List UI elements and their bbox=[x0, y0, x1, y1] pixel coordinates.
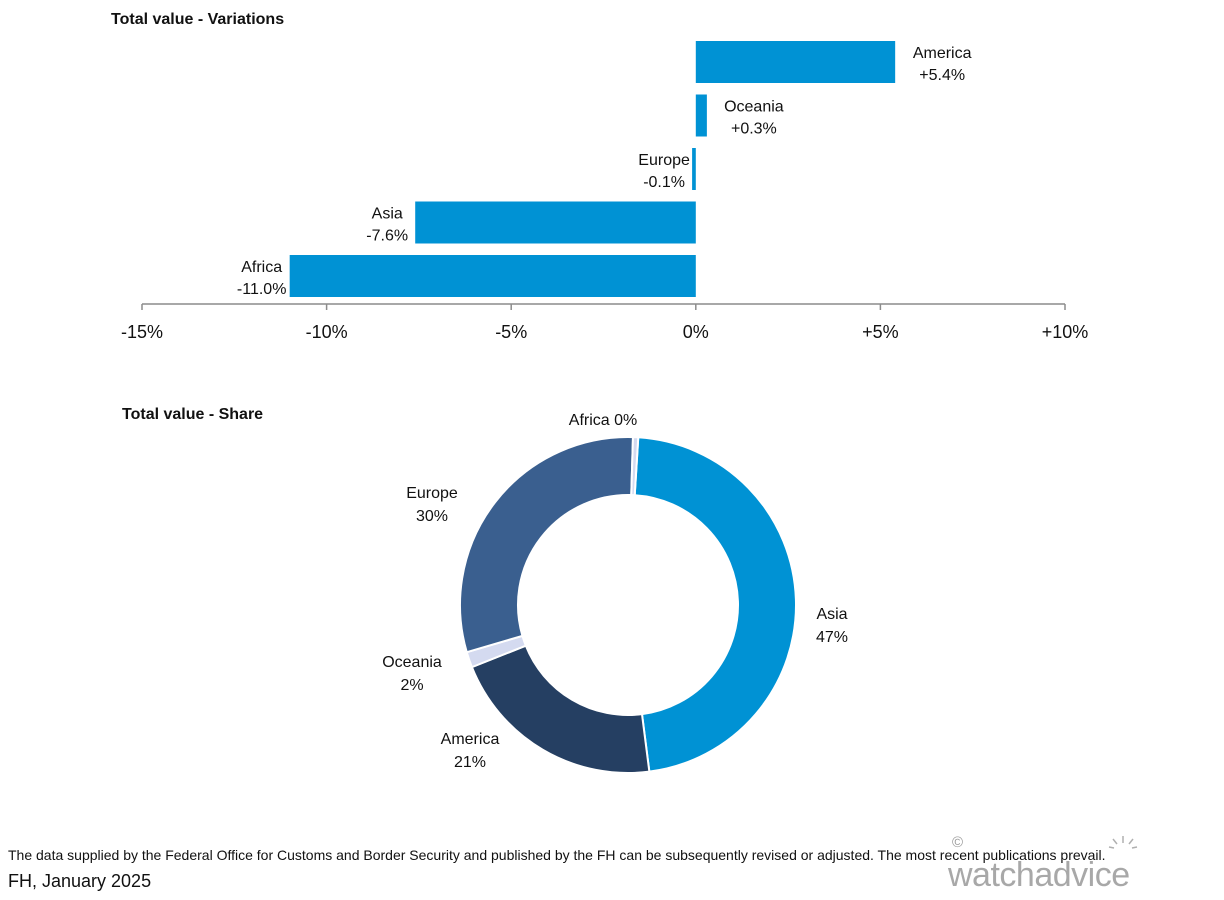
x-tick-label: -5% bbox=[495, 322, 527, 342]
bar-chart-title: Total value - Variations bbox=[111, 11, 285, 28]
donut-chart-title: Total value - Share bbox=[122, 406, 264, 423]
slice-value-label: 47% bbox=[816, 629, 848, 646]
variations-bar-chart: -15% -10% -5% 0% +5% +10% America +5.4% Oceania +… bbox=[121, 41, 1089, 342]
slice-category-label: Oceania bbox=[382, 654, 442, 671]
bar-africa bbox=[289, 255, 696, 297]
slice-value-label: 21% bbox=[454, 754, 486, 771]
bar-value-label: +5.4% bbox=[919, 67, 965, 84]
bar-category-label: Africa bbox=[241, 259, 282, 276]
bar-value-label: +0.3% bbox=[731, 121, 777, 138]
x-tick-label: -15% bbox=[121, 322, 163, 342]
slice-value-label: 2% bbox=[400, 677, 423, 694]
slice-africa bbox=[630, 436, 640, 497]
x-tick-label: -10% bbox=[306, 322, 348, 342]
x-tick-label: +10% bbox=[1042, 322, 1089, 342]
slice-value-label: 30% bbox=[416, 508, 448, 525]
bar-america bbox=[695, 41, 896, 83]
bar-europe bbox=[692, 148, 696, 190]
x-tick-label: 0% bbox=[683, 322, 709, 342]
slice-label: Africa 0% bbox=[569, 412, 637, 429]
share-donut-chart: Asia 47% America 21% Oceania 2% Europe 30% Afric… bbox=[382, 412, 848, 774]
bar-category-label: America bbox=[913, 45, 972, 62]
slice-category-label: America bbox=[441, 731, 500, 748]
slice-category-label: Asia bbox=[816, 606, 847, 623]
bar-asia bbox=[415, 201, 696, 244]
logo-rays-icon bbox=[1108, 836, 1138, 849]
bar-oceania bbox=[695, 94, 707, 137]
slice-asia bbox=[633, 436, 797, 773]
bar-value-label: -0.1% bbox=[643, 174, 685, 191]
bar-value-label: -7.6% bbox=[366, 228, 408, 245]
slice-category-label: Europe bbox=[406, 485, 458, 502]
bar-category-label: Asia bbox=[372, 206, 403, 223]
bar-value-label: -11.0% bbox=[237, 281, 287, 298]
slice-europe bbox=[459, 436, 635, 654]
slice-america bbox=[470, 644, 651, 774]
x-tick-label: +5% bbox=[862, 322, 899, 342]
bar-category-label: Europe bbox=[638, 152, 690, 169]
footer-disclaimer: The data supplied by the Federal Office … bbox=[8, 847, 1106, 863]
bar-category-label: Oceania bbox=[724, 99, 784, 116]
watchadvice-logo: watchadvice bbox=[948, 856, 1130, 894]
footer-date: FH, January 2025 bbox=[8, 871, 152, 891]
copyright-mark: © bbox=[952, 834, 964, 851]
